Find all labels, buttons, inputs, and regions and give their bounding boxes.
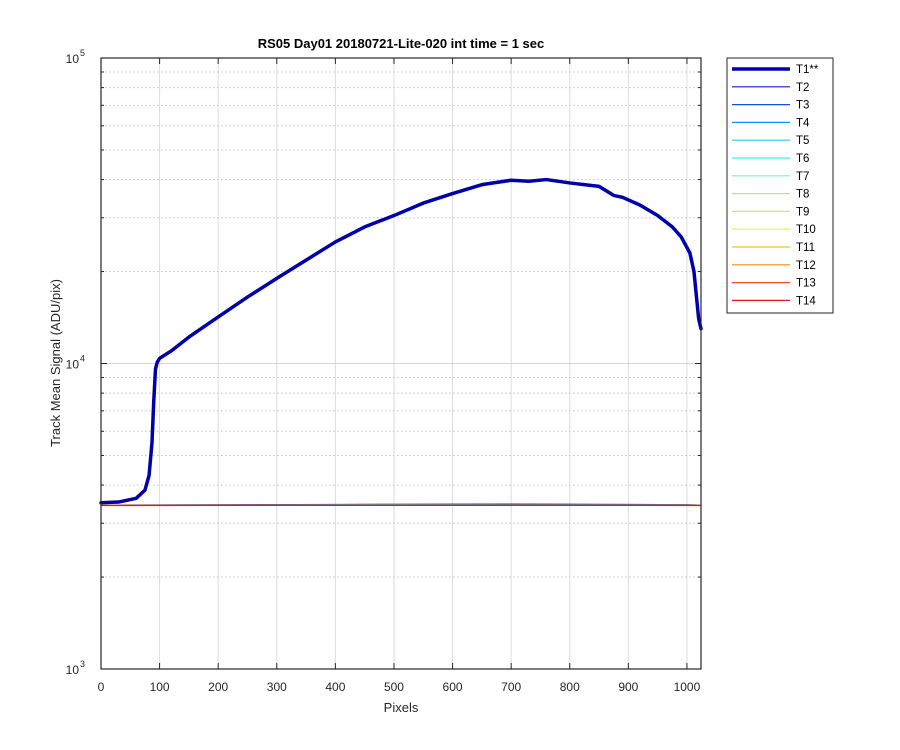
legend-item: T6: [732, 153, 809, 165]
legend-label: T3: [796, 100, 809, 112]
legend-item: T4: [732, 117, 810, 129]
legend-label: T8: [796, 189, 809, 201]
legend-label: T13: [796, 278, 816, 290]
x-tick-label: 1000: [674, 680, 701, 694]
legend-label: T10: [796, 224, 816, 236]
series-layer: [99, 177, 703, 507]
series-line-t1: [99, 177, 703, 505]
y-tick-base: 10: [66, 663, 80, 677]
legend-item: T14: [732, 295, 816, 307]
legend-label: T9: [796, 206, 809, 218]
y-tick-exponent: 3: [80, 659, 85, 669]
legend-item: T13: [732, 278, 816, 290]
legend-label: T11: [796, 242, 815, 254]
legend-item: T9: [732, 206, 809, 218]
legend-label: T7: [796, 171, 809, 183]
legend-item: T2: [732, 82, 809, 94]
x-tick-label: 300: [267, 680, 287, 694]
x-tick-label: 900: [618, 680, 638, 694]
grid: [101, 58, 701, 669]
y-tick-label: 10 3: [66, 659, 85, 677]
y-axis-label: Track Mean Signal (ADU/pix): [48, 279, 63, 447]
y-tick-exponent: 5: [80, 48, 85, 58]
x-tick-label: 400: [325, 680, 345, 694]
legend-label: T1**: [796, 64, 819, 76]
legend-item: T7: [732, 171, 809, 183]
x-tick-label: 500: [384, 680, 404, 694]
y-tick-exponent: 4: [80, 354, 85, 364]
legend-label: T4: [796, 117, 810, 129]
legend-item: T5: [732, 135, 809, 147]
x-tick-label: 600: [443, 680, 463, 694]
legend-label: T12: [796, 260, 816, 272]
x-tick-label: 200: [208, 680, 228, 694]
legend-item: T8: [732, 189, 809, 201]
x-tick-label: 700: [501, 680, 521, 694]
x-tick-label: 100: [150, 680, 170, 694]
legend-label: T6: [796, 153, 809, 165]
legend-item: T10: [732, 224, 816, 236]
legend-item: T11: [732, 242, 815, 254]
legend-box: [726, 57, 834, 314]
legend-item: T1**: [732, 64, 819, 76]
legend-label: T14: [796, 295, 816, 307]
x-axis-label: Pixels: [384, 700, 419, 715]
legend-item: T3: [732, 100, 809, 112]
x-tick-label: 800: [560, 680, 580, 694]
legend: T1** T2 T3 T4 T5 T6 T7 T8 T9 T10 T11 T12 T13 T14: [726, 57, 834, 314]
legend-label: T2: [796, 82, 809, 94]
chart-title: RS05 Day01 20180721-Lite-020 int time = …: [258, 36, 545, 51]
y-tick-base: 10: [66, 52, 80, 66]
legend-label: T5: [796, 135, 809, 147]
y-tick-label: 10 4: [66, 354, 85, 372]
y-tick-label: 10 5: [66, 48, 85, 66]
legend-item: T12: [732, 260, 816, 272]
x-tick-label: 0: [98, 680, 105, 694]
y-tick-base: 10: [66, 358, 80, 372]
